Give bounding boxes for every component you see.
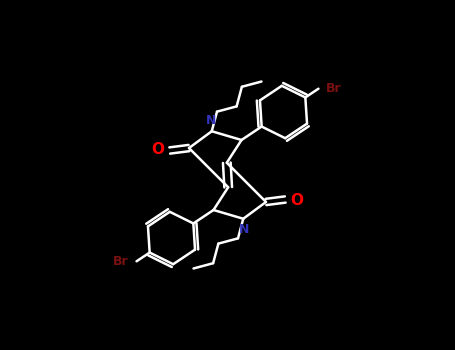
- Text: Br: Br: [113, 255, 129, 268]
- Text: Br: Br: [326, 82, 342, 95]
- Text: O: O: [290, 194, 303, 208]
- Text: O: O: [152, 142, 165, 156]
- Text: N: N: [239, 223, 249, 236]
- Text: N: N: [206, 114, 216, 127]
